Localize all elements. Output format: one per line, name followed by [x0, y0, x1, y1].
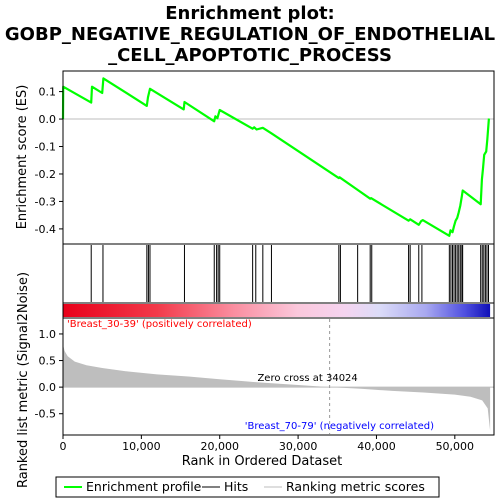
metric-axis-title: Ranked list metric (Signal2Noise)	[16, 272, 31, 488]
ranking-metric-area	[63, 344, 491, 431]
x-tick-label: 30,000	[279, 440, 318, 453]
metric-y-tick-label: -0.5	[35, 408, 56, 421]
x-tick-label: 20,000	[200, 440, 239, 453]
metric-y-tick-label: 0.0	[39, 381, 57, 394]
legend-metric-label: Ranking metric scores	[286, 479, 425, 494]
es-axis-title: Enrichment score (ES)	[15, 85, 30, 230]
x-tick-label: 0	[60, 440, 67, 453]
metric-y-tick-label: 0.5	[39, 355, 57, 368]
x-ticks: 0 10,000 20,000 30,000 40,000 50,000	[60, 435, 475, 453]
es-y-tick-label: -0.2	[35, 168, 56, 181]
hit-markers	[90, 245, 490, 302]
x-tick-label: 50,000	[436, 440, 475, 453]
title-line-2: GOBP_NEGATIVE_REGULATION_OF_ENDOTHELIAL	[5, 24, 495, 45]
es-y-tick-label: -0.1	[35, 141, 56, 154]
hits-panel	[62, 243, 495, 304]
positive-class-label: 'Breast_30-39' (positively correlated)	[67, 319, 252, 330]
es-y-tick-label: -0.3	[35, 195, 56, 208]
es-panel: 0.1 0.0 -0.1 -0.2 -0.3 -0.4 Enrichment score …	[15, 70, 495, 245]
x-tick-label: 40,000	[357, 440, 396, 453]
rank-gradient	[63, 304, 491, 317]
es-y-ticks: 0.1 0.0 -0.1 -0.2 -0.3 -0.4	[35, 86, 63, 236]
enrichment-profile-line	[61, 77, 490, 237]
title-line-3: _CELL_APOPTOTIC_PROCESS	[108, 45, 392, 66]
x-tick-label: 10,000	[122, 440, 161, 453]
metric-panel: Zero cross at 34024 'Breast_30-39' (posi…	[16, 272, 495, 488]
metric-y-ticks: 1.0 0.5 0.0 -0.5	[35, 328, 63, 421]
rank-color-bar	[62, 302, 495, 319]
legend-hit-label: Hits	[224, 479, 248, 494]
legend: Enrichment profile Hits Ranking metric s…	[55, 476, 440, 498]
negative-class-label: 'Breast_70-79' (negatively correlated)	[245, 421, 434, 432]
metric-y-tick-label: 1.0	[39, 328, 57, 341]
es-y-tick-label: -0.4	[35, 223, 56, 236]
title-line-1: Enrichment plot:	[165, 3, 335, 24]
es-y-tick-label: 0.1	[39, 86, 57, 99]
zero-cross-label: Zero cross at 34024	[257, 373, 357, 384]
es-y-tick-label: 0.0	[39, 113, 57, 126]
legend-es-label: Enrichment profile	[86, 479, 202, 494]
x-axis-title: Rank in Ordered Dataset	[182, 454, 343, 469]
